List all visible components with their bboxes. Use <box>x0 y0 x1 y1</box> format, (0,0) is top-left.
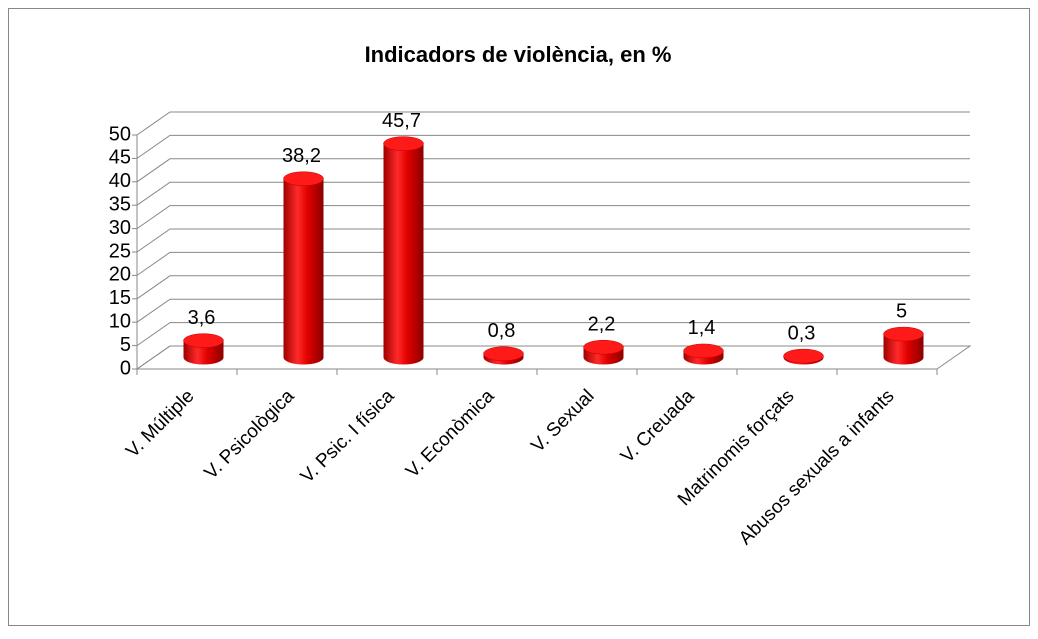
bar-top <box>583 339 624 355</box>
y-tick-label: 25 <box>109 240 131 262</box>
y-tick-label: 10 <box>109 310 131 332</box>
grid-line <box>136 251 970 276</box>
bar-top <box>783 348 824 364</box>
y-tick-label: 50 <box>109 123 131 145</box>
y-tick-label: 30 <box>109 217 131 239</box>
data-label: 2,2 <box>588 313 616 335</box>
y-tick-label: 0 <box>120 357 131 379</box>
bar-top <box>183 333 224 348</box>
grid-line <box>136 322 970 347</box>
chart-border <box>8 8 1030 626</box>
y-tick-label: 35 <box>109 193 131 215</box>
grid-line <box>136 158 970 183</box>
y-tick-label: 20 <box>109 264 131 286</box>
bar-top <box>683 343 724 359</box>
data-label: 38,2 <box>282 145 321 167</box>
bar-top <box>883 326 924 342</box>
bar <box>883 334 924 365</box>
y-tick-label: 40 <box>109 170 131 192</box>
y-tick-label: 15 <box>109 287 131 309</box>
bar <box>383 143 424 365</box>
data-label: 0,3 <box>788 322 816 344</box>
bar-top <box>383 136 424 151</box>
bar-top <box>483 346 524 362</box>
grid-line <box>136 181 970 206</box>
bar <box>283 178 324 365</box>
data-label: 5 <box>896 300 907 322</box>
grid-line <box>136 205 970 230</box>
y-tick-label: 5 <box>120 334 131 356</box>
grid-line <box>136 298 970 323</box>
grid-line <box>136 275 970 300</box>
bar-top <box>283 171 324 186</box>
grid-line <box>136 111 970 136</box>
chart-title: Indicadors de violència, en % <box>365 42 672 67</box>
data-label: 3,6 <box>188 307 216 329</box>
data-label: 0,8 <box>488 320 516 342</box>
grid-line <box>136 228 970 253</box>
y-tick-label: 45 <box>109 147 131 169</box>
data-label: 45,7 <box>382 110 421 132</box>
grid-line <box>136 134 970 159</box>
data-label: 1,4 <box>688 317 716 339</box>
